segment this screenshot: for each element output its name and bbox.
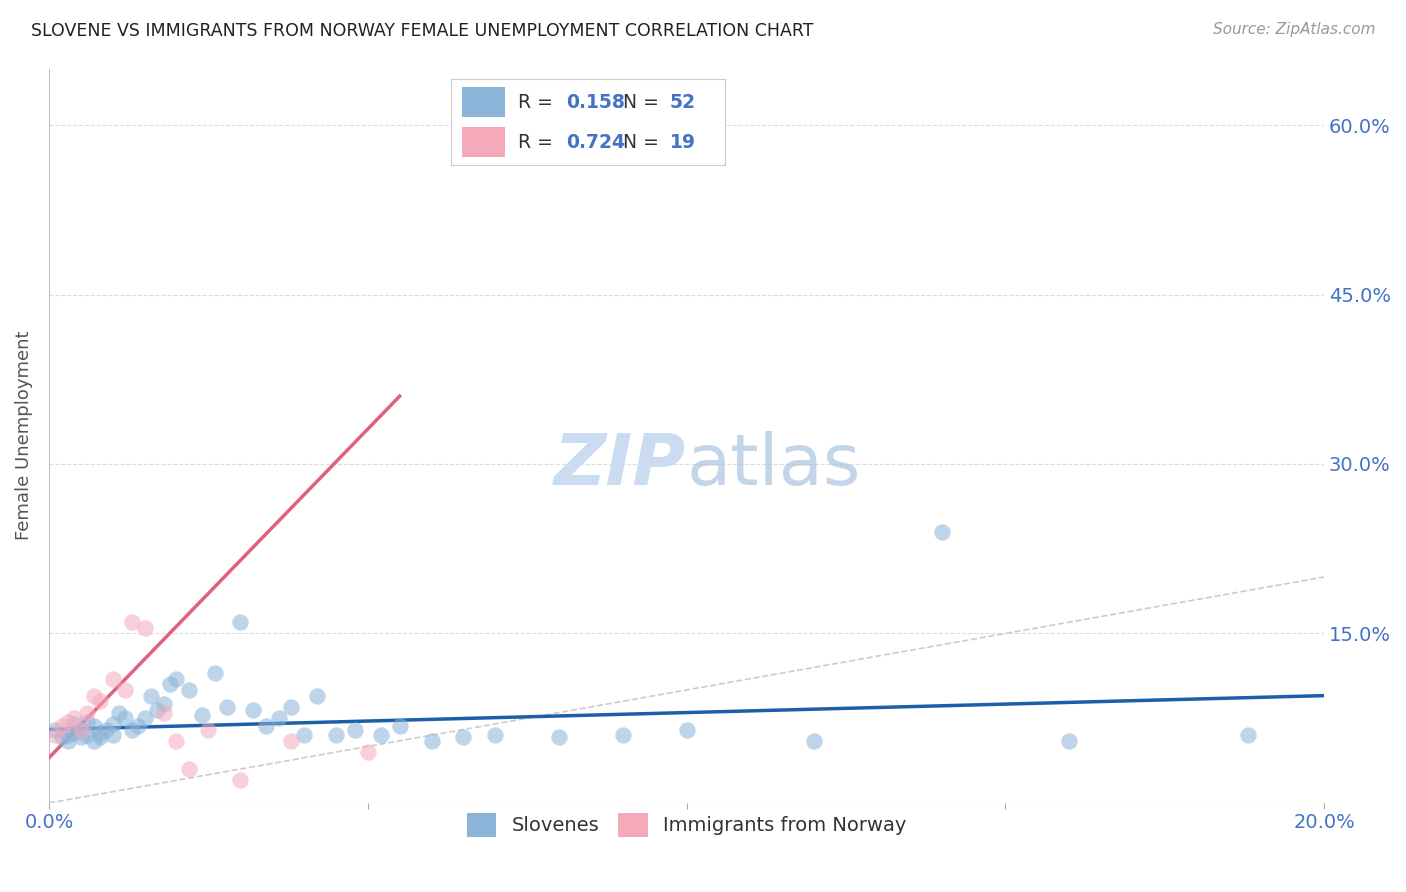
Point	[420, 734, 443, 748]
Point	[134, 621, 156, 635]
Point	[114, 683, 136, 698]
Point	[179, 683, 201, 698]
Point	[159, 677, 181, 691]
Point	[803, 734, 825, 748]
Point	[63, 717, 86, 731]
Point	[83, 689, 105, 703]
Point	[44, 723, 66, 737]
Point	[121, 615, 143, 630]
Point	[70, 723, 93, 737]
Point	[44, 728, 66, 742]
Point	[179, 762, 201, 776]
Point	[121, 723, 143, 737]
Point	[166, 672, 188, 686]
Point	[76, 714, 98, 729]
Point	[56, 734, 79, 748]
Text: Source: ZipAtlas.com: Source: ZipAtlas.com	[1212, 22, 1375, 37]
Point	[166, 734, 188, 748]
Point	[197, 723, 219, 737]
Point	[146, 703, 169, 717]
Point	[89, 694, 111, 708]
Point	[70, 731, 93, 745]
Point	[1057, 734, 1080, 748]
Point	[51, 731, 73, 745]
Point	[76, 706, 98, 720]
Point	[152, 706, 174, 720]
Point	[931, 524, 953, 539]
Point	[548, 731, 571, 745]
Point	[139, 689, 162, 703]
Point	[612, 728, 634, 742]
Point	[357, 745, 380, 759]
Point	[254, 719, 277, 733]
Point	[76, 728, 98, 742]
Point	[1236, 728, 1258, 742]
Point	[101, 672, 124, 686]
Legend: Slovenes, Immigrants from Norway: Slovenes, Immigrants from Norway	[458, 805, 914, 845]
Y-axis label: Female Unemployment: Female Unemployment	[15, 331, 32, 541]
Point	[89, 731, 111, 745]
Point	[70, 723, 93, 737]
Point	[63, 711, 86, 725]
Point	[96, 723, 118, 737]
Point	[51, 719, 73, 733]
Point	[388, 719, 411, 733]
Text: atlas: atlas	[686, 431, 860, 500]
Point	[305, 689, 328, 703]
Point	[229, 773, 252, 788]
Point	[114, 711, 136, 725]
Point	[204, 666, 226, 681]
Point	[280, 700, 302, 714]
Point	[453, 731, 475, 745]
Point	[292, 728, 315, 742]
Point	[343, 723, 366, 737]
Point	[217, 700, 239, 714]
Point	[267, 711, 290, 725]
Point	[134, 711, 156, 725]
Point	[83, 734, 105, 748]
Point	[83, 719, 105, 733]
Point	[484, 728, 506, 742]
Point	[108, 706, 131, 720]
Point	[56, 714, 79, 729]
Point	[63, 726, 86, 740]
Point	[370, 728, 392, 742]
Point	[675, 723, 697, 737]
Point	[89, 726, 111, 740]
Point	[242, 703, 264, 717]
Text: ZIP: ZIP	[554, 431, 686, 500]
Point	[191, 707, 214, 722]
Point	[325, 728, 347, 742]
Point	[152, 697, 174, 711]
Point	[127, 719, 149, 733]
Point	[56, 728, 79, 742]
Point	[229, 615, 252, 630]
Point	[101, 728, 124, 742]
Point	[101, 717, 124, 731]
Point	[280, 734, 302, 748]
Text: SLOVENE VS IMMIGRANTS FROM NORWAY FEMALE UNEMPLOYMENT CORRELATION CHART: SLOVENE VS IMMIGRANTS FROM NORWAY FEMALE…	[31, 22, 814, 40]
